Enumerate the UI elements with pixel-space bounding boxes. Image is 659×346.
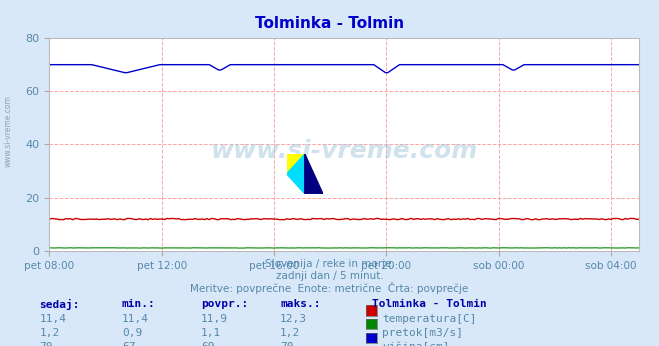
Text: Tolminka - Tolmin: Tolminka - Tolmin xyxy=(372,299,487,309)
Text: min.:: min.: xyxy=(122,299,156,309)
Text: www.si-vreme.com: www.si-vreme.com xyxy=(211,139,478,163)
Text: 67: 67 xyxy=(122,342,135,346)
Text: 1,2: 1,2 xyxy=(280,328,301,338)
Polygon shape xyxy=(287,154,304,194)
Text: 69: 69 xyxy=(201,342,214,346)
Text: sedaj:: sedaj: xyxy=(40,299,80,310)
Polygon shape xyxy=(304,154,323,194)
Text: Tolminka - Tolmin: Tolminka - Tolmin xyxy=(255,16,404,30)
Text: 70: 70 xyxy=(280,342,293,346)
Text: višina[cm]: višina[cm] xyxy=(382,342,449,346)
Text: 11,4: 11,4 xyxy=(122,314,149,324)
Text: 1,1: 1,1 xyxy=(201,328,221,338)
Text: Meritve: povprečne  Enote: metrične  Črta: povprečje: Meritve: povprečne Enote: metrične Črta:… xyxy=(190,282,469,294)
Text: 70: 70 xyxy=(40,342,53,346)
Text: Slovenija / reke in morje.: Slovenija / reke in morje. xyxy=(264,259,395,269)
Text: 0,9: 0,9 xyxy=(122,328,142,338)
Text: pretok[m3/s]: pretok[m3/s] xyxy=(382,328,463,338)
Text: 1,2: 1,2 xyxy=(40,328,60,338)
Text: www.si-vreme.com: www.si-vreme.com xyxy=(3,95,13,167)
Text: 11,4: 11,4 xyxy=(40,314,67,324)
Text: 11,9: 11,9 xyxy=(201,314,228,324)
Text: temperatura[C]: temperatura[C] xyxy=(382,314,476,324)
Text: 12,3: 12,3 xyxy=(280,314,307,324)
Polygon shape xyxy=(287,154,304,174)
Text: zadnji dan / 5 minut.: zadnji dan / 5 minut. xyxy=(275,271,384,281)
Text: povpr.:: povpr.: xyxy=(201,299,248,309)
Text: maks.:: maks.: xyxy=(280,299,320,309)
